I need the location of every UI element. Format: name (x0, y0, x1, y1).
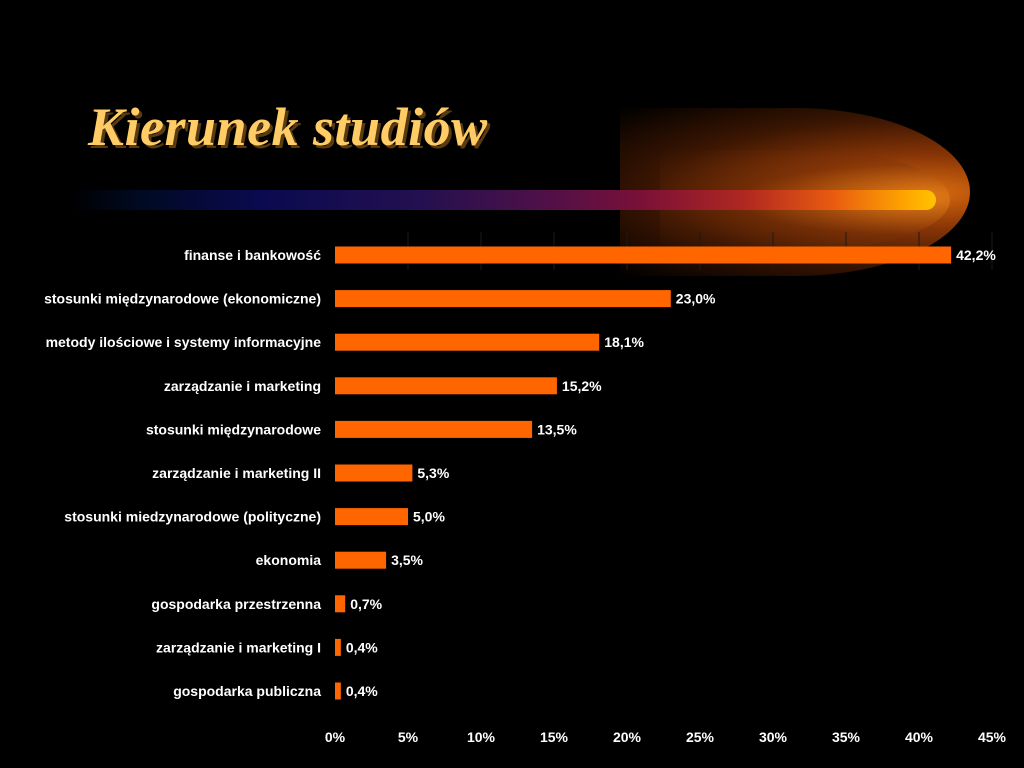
category-label: metody ilościowe i systemy informacyjne (46, 334, 322, 350)
decorative-title-bar (70, 190, 936, 210)
category-label: gospodarka publiczna (173, 683, 321, 699)
bar (335, 377, 557, 395)
data-label: 13,5% (537, 421, 577, 437)
data-label: 18,1% (604, 334, 644, 350)
category-label: gospodarka przestrzenna (151, 596, 321, 612)
data-label: 0,7% (350, 596, 382, 612)
bar (335, 508, 408, 526)
x-tick-label: 15% (540, 729, 569, 745)
page-title: Kierunek studiów (88, 97, 488, 157)
category-label: stosunki międzynarodowe (ekonomiczne) (44, 291, 321, 307)
x-tick-label: 35% (832, 729, 861, 745)
bar (335, 638, 341, 656)
data-label: 0,4% (346, 683, 378, 699)
data-label: 15,2% (562, 378, 602, 394)
bar (335, 595, 346, 613)
x-tick-label: 5% (398, 729, 419, 745)
category-label: stosunki miedzynarodowe (polityczne) (64, 509, 321, 525)
data-label: 5,3% (417, 465, 449, 481)
bar (335, 290, 671, 308)
x-tick-label: 45% (978, 729, 1007, 745)
data-label: 42,2% (956, 247, 996, 263)
bar (335, 333, 600, 351)
bar (335, 682, 341, 700)
category-label: stosunki międzynarodowe (146, 421, 321, 437)
category-label: ekonomia (256, 552, 322, 568)
bar (335, 246, 952, 264)
bar (335, 551, 387, 569)
x-tick-label: 30% (759, 729, 788, 745)
x-tick-label: 25% (686, 729, 715, 745)
data-label: 3,5% (391, 552, 423, 568)
data-label: 5,0% (413, 509, 445, 525)
category-label: zarządzanie i marketing I (156, 639, 321, 655)
bar (335, 464, 413, 482)
category-label: finanse i bankowość (184, 247, 321, 263)
x-tick-label: 10% (467, 729, 496, 745)
x-tick-label: 40% (905, 729, 934, 745)
category-label: zarządzanie i marketing II (152, 465, 321, 481)
x-tick-label: 0% (325, 729, 346, 745)
data-label: 23,0% (676, 291, 716, 307)
category-label: zarządzanie i marketing (164, 378, 321, 394)
bar (335, 420, 533, 438)
data-label: 0,4% (346, 639, 378, 655)
x-tick-label: 20% (613, 729, 642, 745)
